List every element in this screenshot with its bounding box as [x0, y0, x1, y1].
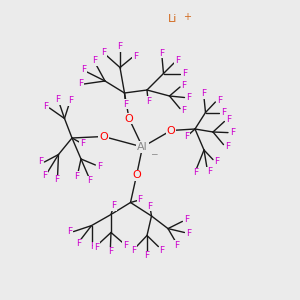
Text: F: F: [101, 48, 106, 57]
Text: F: F: [38, 158, 43, 166]
Text: F: F: [67, 227, 72, 236]
Text: F: F: [214, 157, 220, 166]
Text: F: F: [55, 95, 61, 104]
Text: F: F: [131, 246, 136, 255]
Text: F: F: [159, 246, 165, 255]
Text: O: O: [124, 113, 134, 124]
Text: F: F: [78, 80, 83, 88]
Text: F: F: [137, 195, 143, 204]
Text: O: O: [167, 125, 176, 136]
Text: F: F: [181, 106, 187, 115]
Text: F: F: [159, 49, 165, 58]
Text: F: F: [225, 142, 230, 151]
Text: F: F: [108, 247, 113, 256]
Text: O: O: [99, 131, 108, 142]
Text: F: F: [230, 128, 235, 137]
Text: F: F: [146, 97, 151, 106]
Text: F: F: [76, 239, 81, 248]
Text: F: F: [123, 100, 129, 109]
Text: F: F: [123, 242, 128, 250]
Text: F: F: [94, 243, 99, 252]
Text: F: F: [68, 96, 73, 105]
Text: F: F: [90, 242, 95, 251]
Text: F: F: [117, 42, 123, 51]
Text: F: F: [81, 64, 87, 74]
Text: O: O: [132, 170, 141, 181]
Text: F: F: [174, 241, 180, 250]
Text: F: F: [147, 202, 153, 211]
Text: F: F: [193, 168, 198, 177]
Text: F: F: [221, 108, 226, 117]
Text: F: F: [74, 172, 79, 181]
Text: F: F: [182, 69, 187, 78]
Text: F: F: [217, 96, 222, 105]
Text: F: F: [43, 102, 48, 111]
Text: F: F: [80, 140, 85, 148]
Text: F: F: [92, 56, 97, 65]
Text: Li: Li: [168, 14, 177, 25]
Text: +: +: [184, 11, 191, 22]
Text: F: F: [201, 89, 207, 98]
Text: F: F: [184, 215, 189, 224]
Text: F: F: [144, 251, 150, 260]
Text: F: F: [87, 176, 92, 185]
Text: F: F: [184, 132, 189, 141]
Text: F: F: [97, 162, 102, 171]
Text: F: F: [186, 93, 192, 102]
Text: F: F: [42, 171, 47, 180]
Text: F: F: [226, 116, 231, 124]
Text: F: F: [186, 230, 191, 238]
Text: −: −: [150, 149, 158, 158]
Text: F: F: [111, 201, 117, 210]
Text: F: F: [54, 175, 60, 184]
Text: F: F: [207, 167, 212, 176]
Text: Al: Al: [137, 142, 148, 152]
Text: F: F: [133, 52, 138, 61]
Text: F: F: [181, 81, 187, 90]
Text: F: F: [175, 56, 180, 65]
